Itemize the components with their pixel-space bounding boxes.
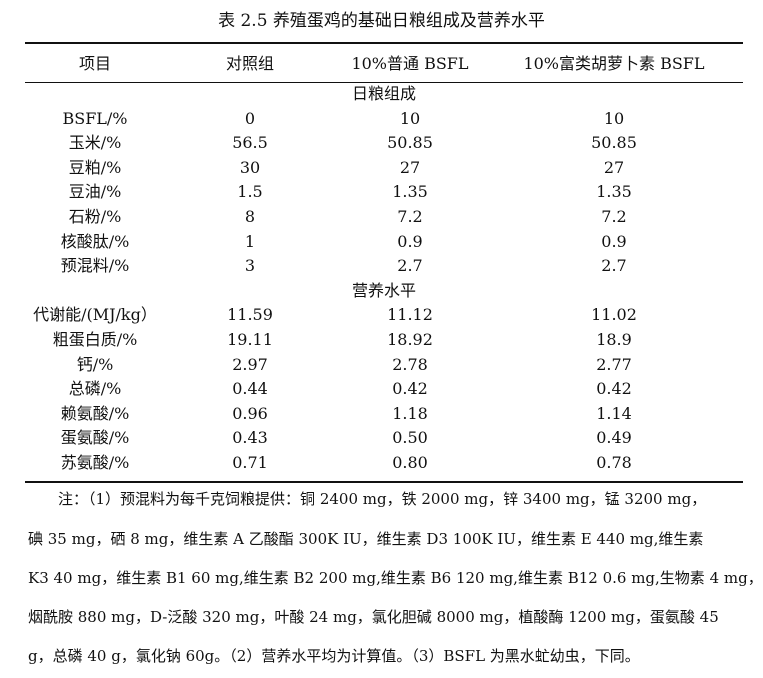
table-cell: 1.35 [596,182,632,202]
footnote-line: 注：（1）预混料为每千克饲粮提供：铜 2400 mg，铁 2000 mg，锌 3… [58,490,707,508]
table-cell: 1.35 [392,182,428,202]
table-row: 预混料/% 3 2.7 2.7 [25,254,743,279]
table-cell: 2.97 [232,354,268,374]
table-row: 粗蛋白质/% 19.11 18.92 18.9 [25,328,743,353]
table-cell: 0.9 [601,231,627,251]
table-cell: 0.49 [596,428,632,448]
table-cell: 0.96 [232,403,268,423]
footnote-line: g，总磷 40 g，氯化钠 60g。（2）营养水平均为计算值。（3）BSFL 为… [28,647,640,665]
row-label: 钙/% [76,354,114,374]
footnote-line: 烟酰胺 880 mg，D-泛酸 320 mg，叶酸 24 mg，氯化胆碱 800… [28,608,719,626]
table-cell: 0.78 [596,452,632,472]
table-cell: 1.5 [237,182,263,202]
header-rule [25,82,743,83]
table-row: 豆油/% 1.5 1.35 1.35 [25,180,743,205]
table-cell: 30 [239,157,261,177]
table-row: 赖氨酸/% 0.96 1.18 1.14 [25,402,743,427]
table-row: 钙/% 2.97 2.78 2.77 [25,353,743,378]
table-row: 总磷/% 0.44 0.42 0.42 [25,377,743,402]
table-cell: 2.7 [601,256,627,276]
footnote-line: 碘 35 mg，硒 8 mg，维生素 A 乙酸酯 300K IU，维生素 D3 … [28,530,704,548]
table-cell: 10 [399,108,421,128]
table-cell: 0 [244,108,256,128]
table-cell: 1.18 [392,403,428,423]
header-row: 项目 对照组 10%普通 BSFL 10%富类胡萝卜素 BSFL [25,46,743,82]
row-label: 代谢能/(MJ/kg） [33,305,157,325]
row-label: BSFL/% [62,108,128,128]
table-cell: 1 [244,231,256,251]
table-cell: 11.12 [387,305,433,325]
table-cell: 0.80 [392,452,428,472]
table-cell: 0.42 [596,379,632,399]
table-body: 日粮组成 BSFL/% 0 10 10 玉米/% 56.5 50.85 50.85 豆粕/% 30 2… [25,82,743,476]
table-cell: 50.85 [387,133,433,153]
table-cell: 10 [603,108,625,128]
table-cell: 7.2 [601,206,627,226]
row-label: 预混料/% [60,256,130,276]
table-cell: 27 [399,157,421,177]
table-row: 核酸肽/% 1 0.9 0.9 [25,230,743,255]
row-label: 玉米/% [68,133,122,153]
section-label: 日粮组成 [351,84,416,103]
table-cell: 11.02 [591,305,637,325]
row-label: 粗蛋白质/% [52,329,138,349]
section-row: 营养水平 [25,279,743,304]
table-cell: 11.59 [227,305,273,325]
table-cell: 0.50 [392,428,428,448]
table-cell: 2.7 [397,256,423,276]
row-label: 豆粕/% [68,157,122,177]
table-cell: 1.14 [596,403,632,423]
header-control: 对照组 [225,54,274,73]
row-label: 核酸肽/% [60,231,130,251]
table-cell: 0.43 [232,428,268,448]
table-row: 蛋氨酸/% 0.43 0.50 0.49 [25,426,743,451]
row-label: 蛋氨酸/% [60,428,130,448]
table-cell: 18.9 [596,329,632,349]
table-cell: 19.11 [227,329,273,349]
table-cell: 56.5 [232,133,268,153]
table-row: 石粉/% 8 7.2 7.2 [25,205,743,230]
row-label: 苏氨酸/% [60,452,130,472]
table-cell: 8 [244,206,256,226]
section-row: 日粮组成 [25,82,743,107]
section-label: 营养水平 [351,280,416,300]
header-item: 项目 [78,54,111,73]
table-cell: 2.77 [596,354,632,374]
header-carotenoid-bsfl: 10%富类胡萝卜素 BSFL [523,54,705,73]
table-cell: 2.78 [392,354,428,374]
top-rule [25,42,743,44]
table-cell: 27 [603,157,625,177]
row-label: 石粉/% [68,206,122,226]
table-cell: 7.2 [397,206,423,226]
table-row: BSFL/% 0 10 10 [25,107,743,132]
table-cell: 50.85 [591,133,637,153]
table-title: 表 2.5 养殖蛋鸡的基础日粮组成及营养水平 [218,11,545,31]
table-row: 代谢能/(MJ/kg） 11.59 11.12 11.02 [25,303,743,328]
header-bsfl: 10%普通 BSFL [351,54,469,73]
row-label: 豆油/% [68,182,122,202]
table-cell: 0.44 [232,379,268,399]
table-row: 玉米/% 56.5 50.85 50.85 [25,131,743,156]
table-cell: 18.92 [387,329,433,349]
table-cell: 3 [244,256,256,276]
diet-table: 项目 对照组 10%普通 BSFL 10%富类胡萝卜素 BSFL 日粮组成 BSF… [25,46,743,476]
footnote-line: K3 40 mg，维生素 B1 60 mg,维生素 B2 200 mg,维生素 … [28,569,763,587]
row-label: 赖氨酸/% [60,403,130,423]
table-row: 豆粕/% 30 27 27 [25,156,743,181]
table-row: 苏氨酸/% 0.71 0.80 0.78 [25,451,743,476]
table-cell: 0.71 [232,452,268,472]
row-label: 总磷/% [68,379,122,399]
table-cell: 0.42 [392,379,428,399]
bottom-rule [25,481,743,483]
table-cell: 0.9 [397,231,423,251]
